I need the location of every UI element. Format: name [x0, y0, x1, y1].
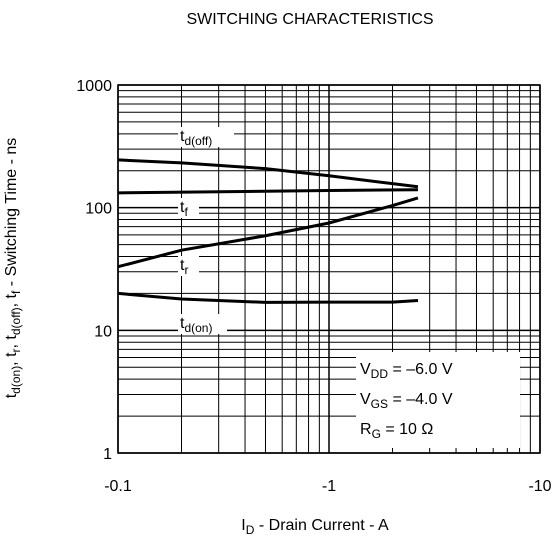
condition-label: RG = 10 Ω [360, 421, 433, 441]
condition-label-part: V [360, 391, 371, 408]
y-axis-label-part: , t [3, 293, 20, 307]
series-label-bg [178, 314, 227, 334]
y-axis-label: td(on), tr, td(off), tf - Switching Time… [3, 138, 23, 399]
condition-label: VDD = –6.0 V [360, 361, 453, 381]
x-axis-label-part: I [241, 517, 245, 534]
series-label-bg [178, 127, 234, 147]
y-axis-label-part: , t [3, 352, 20, 366]
x-axis-label: ID - Drain Current - A [241, 517, 389, 537]
conditions-box [356, 352, 520, 448]
y-axis-label-part: - Switching Time - ns [3, 138, 20, 291]
condition-label-part: G [372, 427, 381, 441]
series-label: td(off) [180, 128, 212, 148]
y-tick-label: 10 [94, 323, 112, 340]
series-label-sub: f [184, 205, 188, 219]
series-label-main: t [180, 199, 185, 216]
y-tick-label: 100 [85, 201, 112, 218]
x-tick-label: -0.1 [104, 478, 132, 495]
condition-label-part: DD [371, 367, 389, 381]
series-label: td(on) [180, 315, 212, 335]
series-label: tr [180, 257, 188, 277]
series-label-sub: d(on) [184, 321, 212, 335]
x-tick-label: -10 [528, 478, 551, 495]
y-axis-label-part: r [9, 348, 23, 352]
y-axis-label-part: t [3, 393, 20, 398]
condition-label-part: V [360, 361, 371, 378]
series-label-bg [178, 256, 199, 276]
y-axis-label-part: d(off) [9, 307, 23, 335]
chart-title: SWITCHING CHARACTERISTICS [186, 11, 433, 28]
series-line [117, 158, 419, 189]
y-axis-label-part: d(on) [9, 366, 23, 394]
y-tick-label: 1000 [76, 78, 112, 95]
condition-label-part: = –4.0 V [388, 391, 453, 408]
series-line [117, 196, 419, 269]
condition-label-part: = –6.0 V [388, 361, 453, 378]
x-tick-label: -1 [322, 478, 336, 495]
series-label-bg [178, 198, 199, 218]
y-axis-label-part: , t [3, 335, 20, 349]
series-line [117, 188, 418, 195]
x-axis-label-part: D [246, 523, 255, 537]
series-label-sub: d(off) [184, 134, 212, 148]
series-label-sub: r [184, 263, 188, 277]
condition-label: VGS = –4.0 V [360, 391, 453, 411]
series-label-main: t [180, 128, 185, 145]
series-label: tf [180, 199, 188, 219]
condition-label-part: = 10 Ω [381, 421, 433, 438]
series-line [117, 291, 419, 304]
y-axis-label-part: f [9, 290, 23, 294]
y-tick-label: 1 [103, 446, 112, 463]
condition-label-part: GS [371, 397, 388, 411]
condition-label-part: R [360, 421, 372, 438]
series-label-main: t [180, 257, 185, 274]
series-label-main: t [180, 315, 185, 332]
x-axis-label-part: - Drain Current - A [254, 517, 389, 534]
plot-frame [117, 84, 541, 454]
